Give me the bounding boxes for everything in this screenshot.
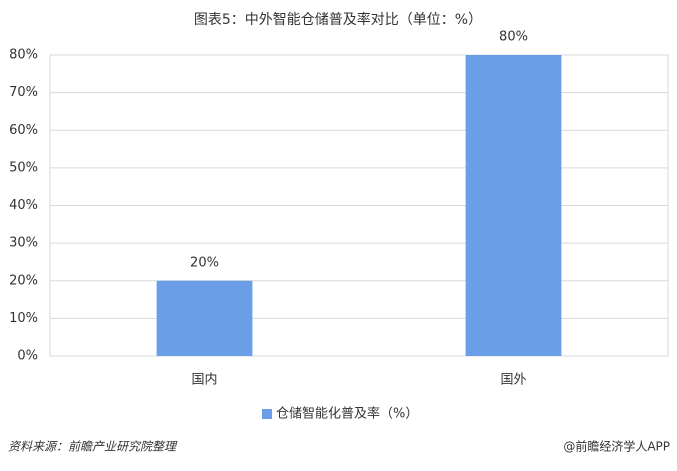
bar <box>156 280 253 356</box>
y-tick-label: 40% <box>9 198 38 213</box>
y-tick-label: 50% <box>9 160 38 175</box>
bar <box>465 55 562 356</box>
y-tick-label: 0% <box>17 349 38 364</box>
chart-title: 图表5：中外智能仓储普及率对比（单位：%） <box>194 11 482 28</box>
x-tick-label: 国内 <box>191 372 217 388</box>
legend-swatch <box>262 409 272 419</box>
source: 资料来源：前瞻产业研究院整理 <box>8 440 178 454</box>
x-tick-label: 国外 <box>500 373 526 388</box>
y-tick-label: 80% <box>9 48 38 63</box>
y-tick-label: 60% <box>9 123 38 138</box>
y-tick-label: 10% <box>9 311 38 326</box>
data-label: 20% <box>190 255 219 270</box>
credit: @前瞻经济学人APP <box>563 439 670 454</box>
y-tick-label: 20% <box>9 273 38 288</box>
data-label: 80% <box>499 30 528 45</box>
legend-label: 仓储智能化普及率（%） <box>276 406 418 422</box>
y-tick-label: 30% <box>9 236 38 251</box>
y-tick-label: 70% <box>9 85 38 100</box>
